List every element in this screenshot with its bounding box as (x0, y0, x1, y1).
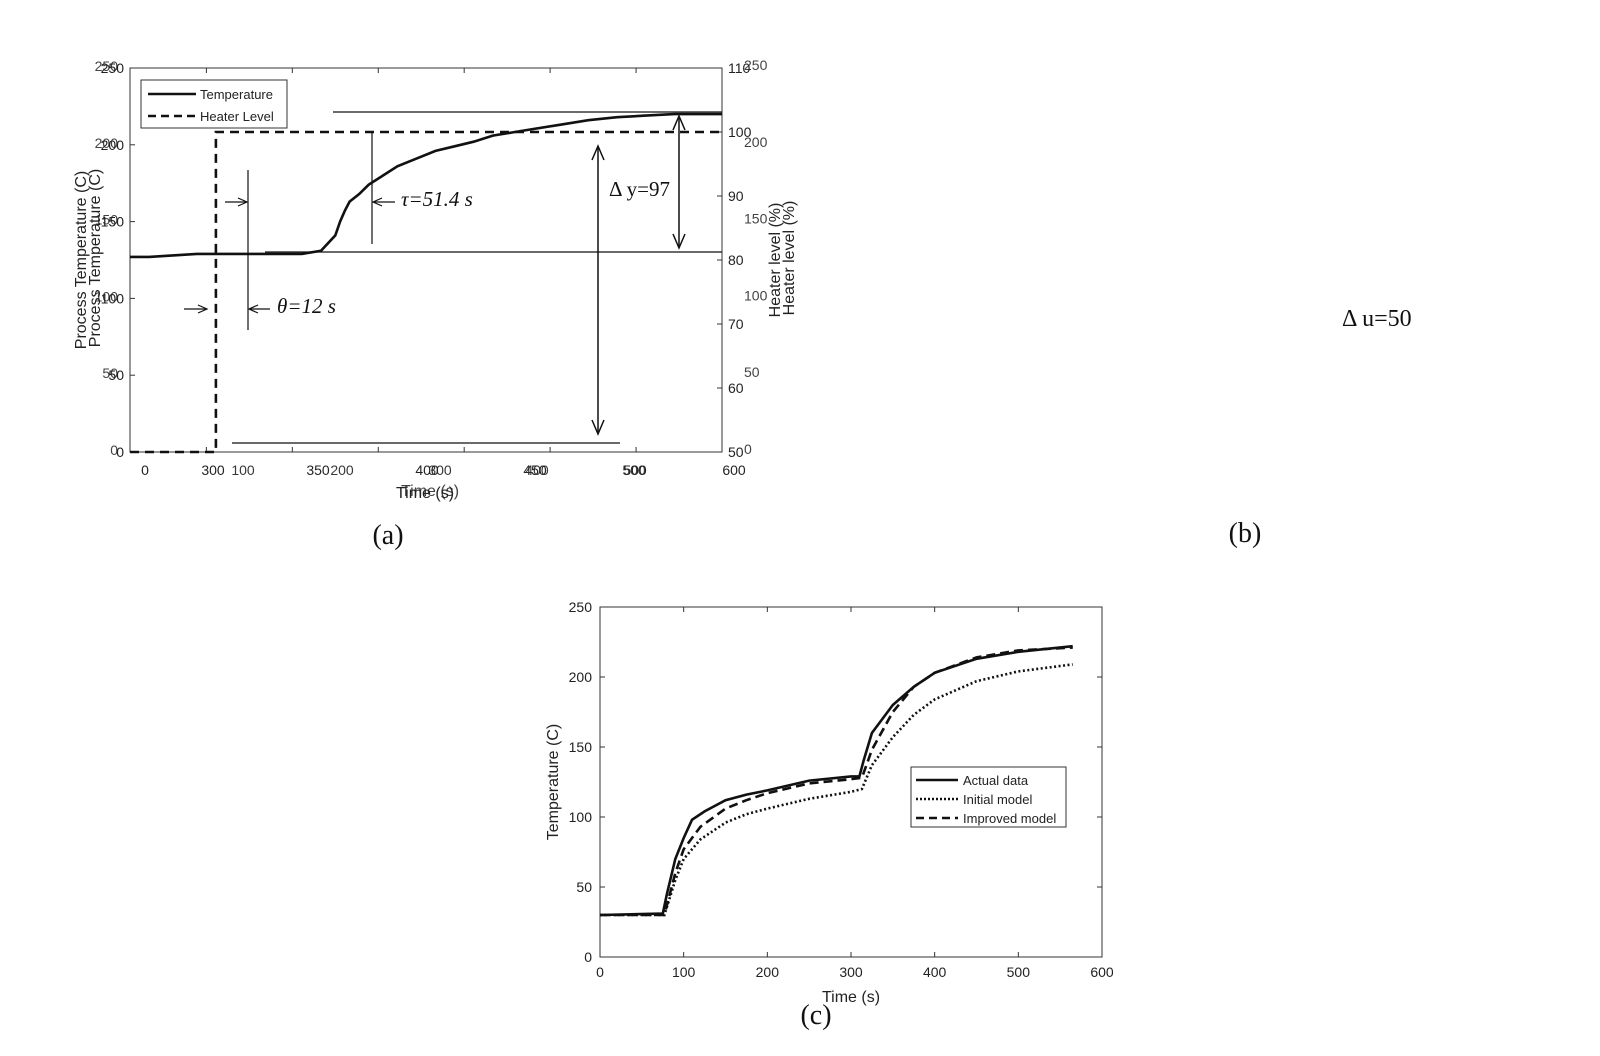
legend-temperature-label: Temperature (200, 87, 273, 102)
panel-a-xtick-label: 0 (141, 462, 149, 478)
panel-a-legend: Temperature Heater Level (140, 79, 288, 129)
panel-c-xtick-label: 0 (596, 964, 604, 980)
panel-a-ytick-label: 150 (101, 214, 125, 230)
panel-a-xtick-label-overlay: 200 (330, 462, 354, 478)
theta-annotation: θ=12 s (277, 294, 336, 318)
delta-u-arrowhead-down (591, 419, 605, 436)
panel-a-xlabel: Time (s) (396, 485, 454, 502)
panel-a-xtick-label-overlay: 400 (525, 462, 549, 478)
panel-c-xtick-label: 200 (756, 964, 780, 980)
panel-a-ytick-label-overlay: 150 (95, 212, 119, 228)
panel-a-ytick-label: 0 (116, 444, 124, 460)
delta-y-arrowhead-up (672, 114, 686, 131)
panel-c-xtick-label: 600 (1090, 964, 1114, 980)
panel-a-y2tick-label-overlay: 100 (744, 287, 768, 303)
panel-c-ticks: 0 100 200 300 400 500 600 0 50 100 150 200 250 (569, 599, 1114, 980)
series-improved-model-line (600, 646, 1073, 917)
delta-u-arrowhead-up (591, 144, 605, 161)
panel-a-y2tick-label-overlay: 150 (744, 211, 768, 227)
panel-a-y2tick-label-overlay: 250 (744, 57, 768, 73)
theta2-arrowhead-left (247, 304, 259, 314)
panel-c-legend-box (910, 766, 1067, 828)
panel-a-ytick-label-overlay: 100 (95, 288, 119, 304)
panel-a-xtick-label: 450 (523, 462, 547, 478)
panel-c-xtick-label: 400 (923, 964, 947, 980)
panel-a-y2tick-label: 100 (728, 124, 752, 140)
panel-a-series (130, 112, 722, 454)
panel-a-annotations (184, 111, 722, 444)
panel-a-ytick-label-overlay: 200 (95, 135, 119, 151)
panel-c-ytick-label: 0 (584, 949, 592, 965)
panel-a-xtick-label: 500 (623, 462, 647, 478)
panel-c-ytick-label: 50 (576, 879, 592, 895)
panel-a-xtick-label-overlay: 300 (428, 462, 452, 478)
series-initial-model-line (600, 663, 1073, 917)
panel-a-y2tick-label-overlay: 200 (744, 134, 768, 150)
panel-a-y2tick-label: 60 (728, 380, 744, 396)
panel-a-ytick-label: 100 (101, 290, 125, 306)
panel-a-y2tick-label-overlay: 0 (744, 441, 752, 457)
panel-a-y2tick-label: 50 (728, 444, 744, 460)
panel-a-xtick-label: 400 (415, 462, 439, 478)
panel-a-xtick-label: 350 (306, 462, 330, 478)
panel-c-ylabel: Temperature (C) (545, 724, 562, 840)
panel-c-xtick-label: 300 (839, 964, 863, 980)
panel-c-legend: Actual data Initial model Improved model (910, 766, 1067, 828)
panel-a-y2label-overlay: Heater level (%) (781, 201, 798, 316)
panel-a-y2tick-label: 80 (728, 252, 744, 268)
panel-a-ylabel: Process Temperature (C) (73, 171, 90, 349)
panel-c-ytick-label: 150 (569, 739, 593, 755)
panel-a-xtick-label: 300 (201, 462, 225, 478)
panel-a-y2label: Heater level (%) (767, 203, 784, 318)
panel-a-ytick-label: 200 (101, 137, 125, 153)
panel-c-xlabel: Time (s) (822, 989, 880, 1006)
panel-a-ytick-label-overlay: 250 (95, 58, 119, 74)
panel-a-y2tick-label: 90 (728, 188, 744, 204)
panel-c-xtick-label: 100 (672, 964, 696, 980)
panel-a-y2tick-label: 70 (728, 316, 744, 332)
legend-actual-label: Actual data (963, 773, 1029, 788)
panel-a-xlabel-overlay: Time (s) (401, 483, 459, 500)
panel-c-xtick-label: 500 (1007, 964, 1031, 980)
delta-y-annotation: Δ y=97 (609, 177, 670, 201)
legend-initial-label: Initial model (963, 792, 1032, 807)
caption-a: (a) (372, 520, 403, 551)
panel-c-ytick-label: 200 (569, 669, 593, 685)
panel-c-ytick-label: 100 (569, 809, 593, 825)
panel-a-ytick-label-overlay: 0 (110, 442, 118, 458)
panel-a-ytick-label-overlay: 50 (102, 365, 118, 381)
legend-improved-label: Improved model (963, 811, 1056, 826)
delta-y-arrowhead-down (672, 233, 686, 250)
panel-a-ylabel-overlay: Process Temperature (C) (87, 169, 104, 347)
series-heater-level-line (130, 130, 722, 454)
caption-c: (c) (800, 1000, 831, 1031)
panel-c-series (599, 644, 1073, 917)
panel-c-chart: 0 100 200 300 400 500 600 0 50 100 150 200 250 Actua… (545, 599, 1114, 1006)
panel-a-ytick-label: 50 (108, 367, 124, 383)
panel-a-xtick-label: 600 (722, 462, 746, 478)
panel-a-y2tick-label: 110 (728, 60, 751, 76)
legend-heater-label: Heater Level (200, 109, 274, 124)
tau-arrowhead-left (371, 197, 383, 207)
panel-a-y2tick-label-overlay: 50 (744, 364, 760, 380)
step-arrowhead-right (197, 304, 209, 314)
panel-a-legend-box (140, 79, 288, 129)
tau-annotation: τ=51.4 s (401, 187, 473, 211)
panel-c-ytick-label: 250 (569, 599, 593, 615)
delta-u-annotation: Δ u=50 (1342, 306, 1412, 332)
panel-a-xtick-label-overlay: 100 (231, 462, 255, 478)
theta-arrowhead-right (237, 197, 249, 207)
panel-a-xtick-label-overlay: 500 (622, 462, 646, 478)
caption-b: (b) (1229, 518, 1262, 549)
panel-a-ytick-label: 250 (101, 60, 125, 76)
